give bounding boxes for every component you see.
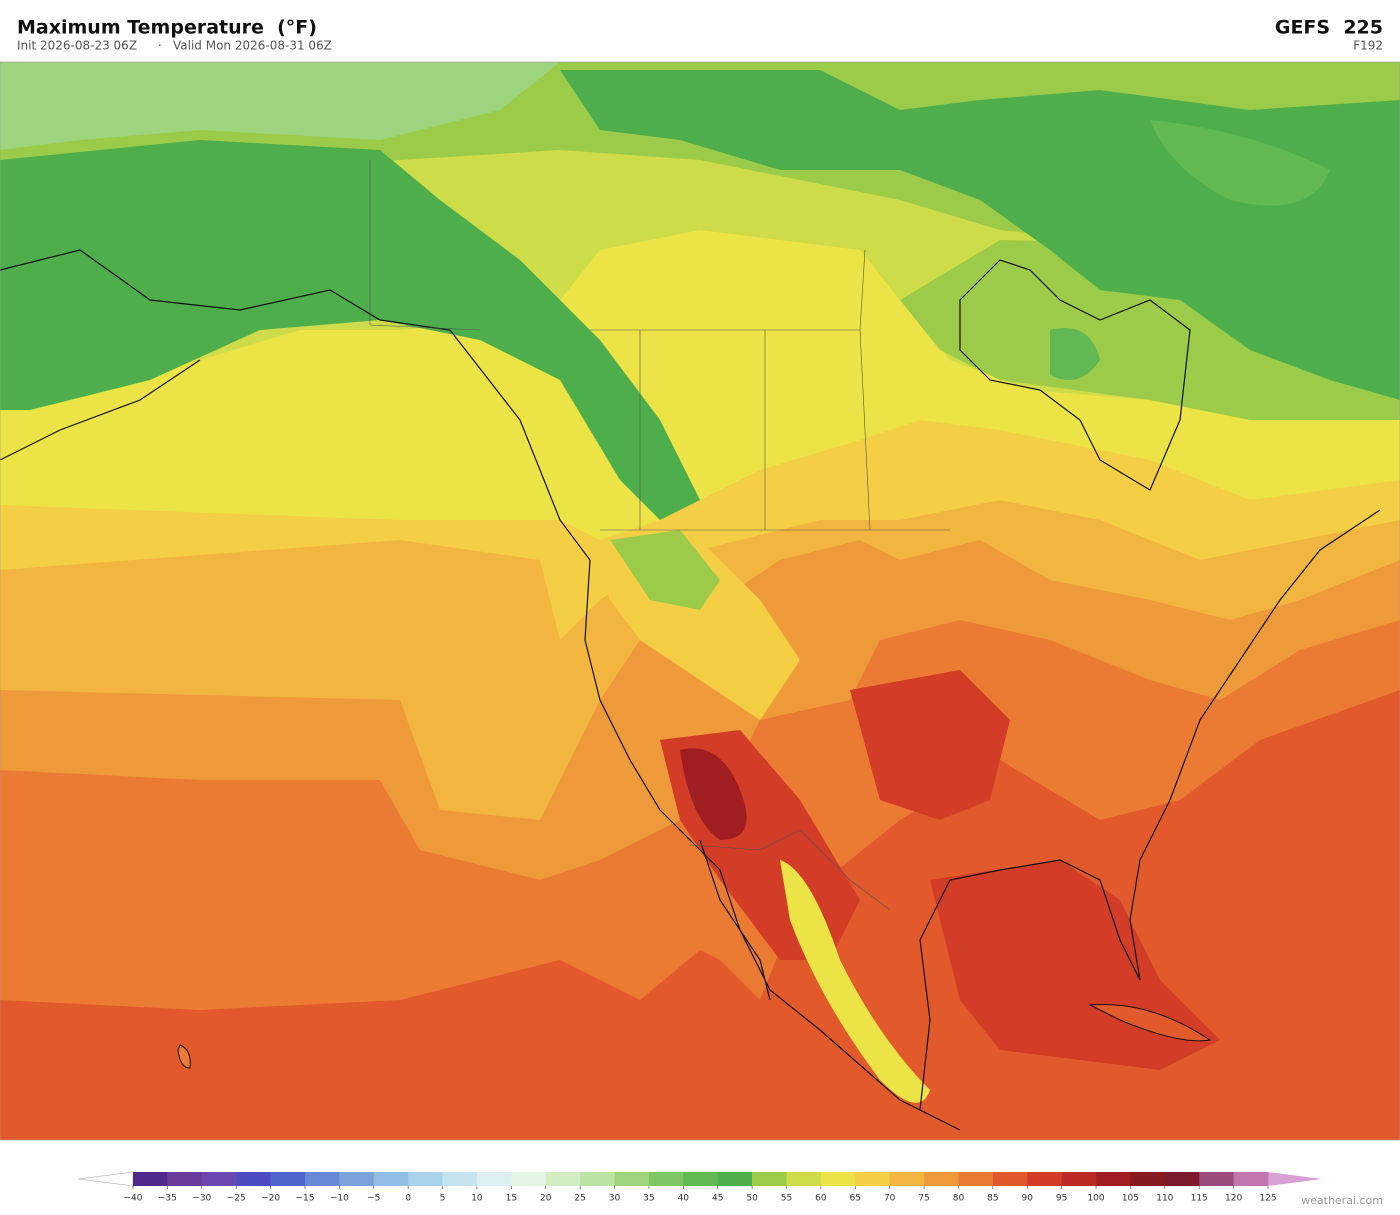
- colorbar-segment: [1096, 1172, 1131, 1186]
- colorbar: −40 −35 −30 −25 −20 −15 −10 −5 0 5 10 15 20 25 30 35 40 4…: [77, 1171, 1322, 1204]
- map-frame: [0, 61, 1400, 1141]
- colorbar-segment: [924, 1172, 959, 1186]
- colorbar-segment: [992, 1172, 1028, 1186]
- colorbar-segment: [889, 1172, 925, 1186]
- colorbar-tick-label: 25: [574, 1194, 585, 1204]
- colorbar-extend-high: [1268, 1172, 1322, 1186]
- colorbar-segment: [717, 1172, 753, 1186]
- temp-field: [780, 860, 930, 1103]
- colorbar-tick-label: 30: [609, 1194, 621, 1204]
- model-name: GEFS 225: [1275, 17, 1383, 39]
- forecast-hour: F192: [1353, 39, 1383, 53]
- colorbar-tick-label: 85: [987, 1194, 998, 1204]
- temp-field: [0, 62, 560, 150]
- colorbar-tick-label: 50: [746, 1194, 758, 1204]
- colorbar-tick-label: −25: [227, 1194, 246, 1204]
- colorbar-segment: [408, 1172, 443, 1186]
- colorbar-tick-label: 10: [471, 1194, 483, 1204]
- colorbar-tick-label: −5: [367, 1194, 380, 1204]
- colorbar-segment: [786, 1172, 822, 1186]
- colorbar-segment: [1199, 1172, 1234, 1186]
- colorbar-segment: [545, 1172, 581, 1186]
- colorbar-tick-label: 55: [781, 1194, 792, 1204]
- colorbar-segment: [236, 1172, 271, 1186]
- colorbar-tick-label: 60: [815, 1194, 827, 1204]
- colorbar-tick-label: −15: [295, 1194, 314, 1204]
- colorbar-segment: [304, 1172, 340, 1186]
- colorbar-tick-label: 65: [850, 1194, 861, 1204]
- colorbar-tick-label: 115: [1191, 1194, 1208, 1204]
- temp-field: [610, 530, 720, 610]
- colorbar-tick-label: 105: [1122, 1194, 1139, 1204]
- colorbar-tick-label: 120: [1225, 1194, 1242, 1204]
- coastline: [539, 469, 1381, 1131]
- colorbar-tick-label: 95: [1056, 1194, 1067, 1204]
- colorbar-segment: [820, 1172, 856, 1186]
- temp-field: [1050, 120, 1330, 380]
- colorbar-segment: [855, 1172, 890, 1186]
- colorbar-segment: [1130, 1172, 1166, 1186]
- colorbar-segment: [511, 1172, 547, 1186]
- colorbar-segment: [373, 1172, 409, 1186]
- colorbar-segment: [270, 1172, 306, 1186]
- colorbar-tick-label: 125: [1259, 1194, 1276, 1204]
- colorbar-tick-label: −30: [192, 1194, 211, 1204]
- watermark: weatherai.com: [1301, 1194, 1383, 1207]
- colorbar-tick-label: 75: [918, 1194, 929, 1204]
- colorbar-segment: [476, 1172, 512, 1186]
- colorbar-tick-label: 70: [884, 1194, 896, 1204]
- colorbar-tick-label: 0: [405, 1194, 411, 1204]
- coastline: [0, 249, 1191, 491]
- colorbar-segment: [167, 1172, 203, 1186]
- colorbar-segment: [339, 1172, 375, 1186]
- colorbar-segment: [580, 1172, 615, 1186]
- colorbar-tick-label: −40: [124, 1194, 143, 1204]
- colorbar-segment: [752, 1172, 787, 1186]
- map-title: Maximum Temperature (°F): [17, 17, 317, 39]
- colorbar-tick-label: 110: [1156, 1194, 1173, 1204]
- border: [369, 160, 950, 911]
- colorbar-segment: [1061, 1172, 1097, 1186]
- colorbar-tick-label: 90: [1022, 1194, 1034, 1204]
- temp-field: [680, 748, 747, 840]
- colorbar-tick-label: 5: [440, 1194, 446, 1204]
- separator: ·: [158, 39, 162, 53]
- valid-time: Valid Mon 2026-08-31 06Z: [173, 39, 332, 53]
- colorbar-tick-label: −20: [261, 1194, 280, 1204]
- map: [0, 61, 1400, 1141]
- colorbar-tick-label: 80: [953, 1194, 965, 1204]
- hawaii: [177, 1044, 191, 1069]
- colorbar-tick-label: 20: [540, 1194, 552, 1204]
- colorbar-segment: [614, 1172, 650, 1186]
- colorbar-tick-label: −10: [330, 1194, 349, 1204]
- colorbar-segment: [442, 1172, 478, 1186]
- colorbar-tick-label: 40: [678, 1194, 690, 1204]
- colorbar-tick-label: 45: [712, 1194, 723, 1204]
- temp-field: [850, 670, 1010, 820]
- cuba: [1088, 1003, 1212, 1042]
- colorbar-segment: [133, 1172, 168, 1186]
- colorbar-segment: [958, 1172, 994, 1186]
- temp-field: [0, 140, 700, 520]
- colorbar-segment: [683, 1172, 718, 1186]
- colorbar-segment: [648, 1172, 684, 1186]
- colorbar-segment: [201, 1172, 237, 1186]
- colorbar-segment: [1164, 1172, 1200, 1186]
- colorbar-segment: [1027, 1172, 1062, 1186]
- colorbar-tick-label: −35: [158, 1194, 177, 1204]
- colorbar-segment: [1233, 1172, 1269, 1186]
- colorbar-tick-label: 15: [506, 1194, 517, 1204]
- colorbar-tick-label: 100: [1087, 1194, 1104, 1204]
- colorbar-tick-label: 35: [643, 1194, 654, 1204]
- init-time: Init 2026-08-23 06Z: [17, 39, 137, 53]
